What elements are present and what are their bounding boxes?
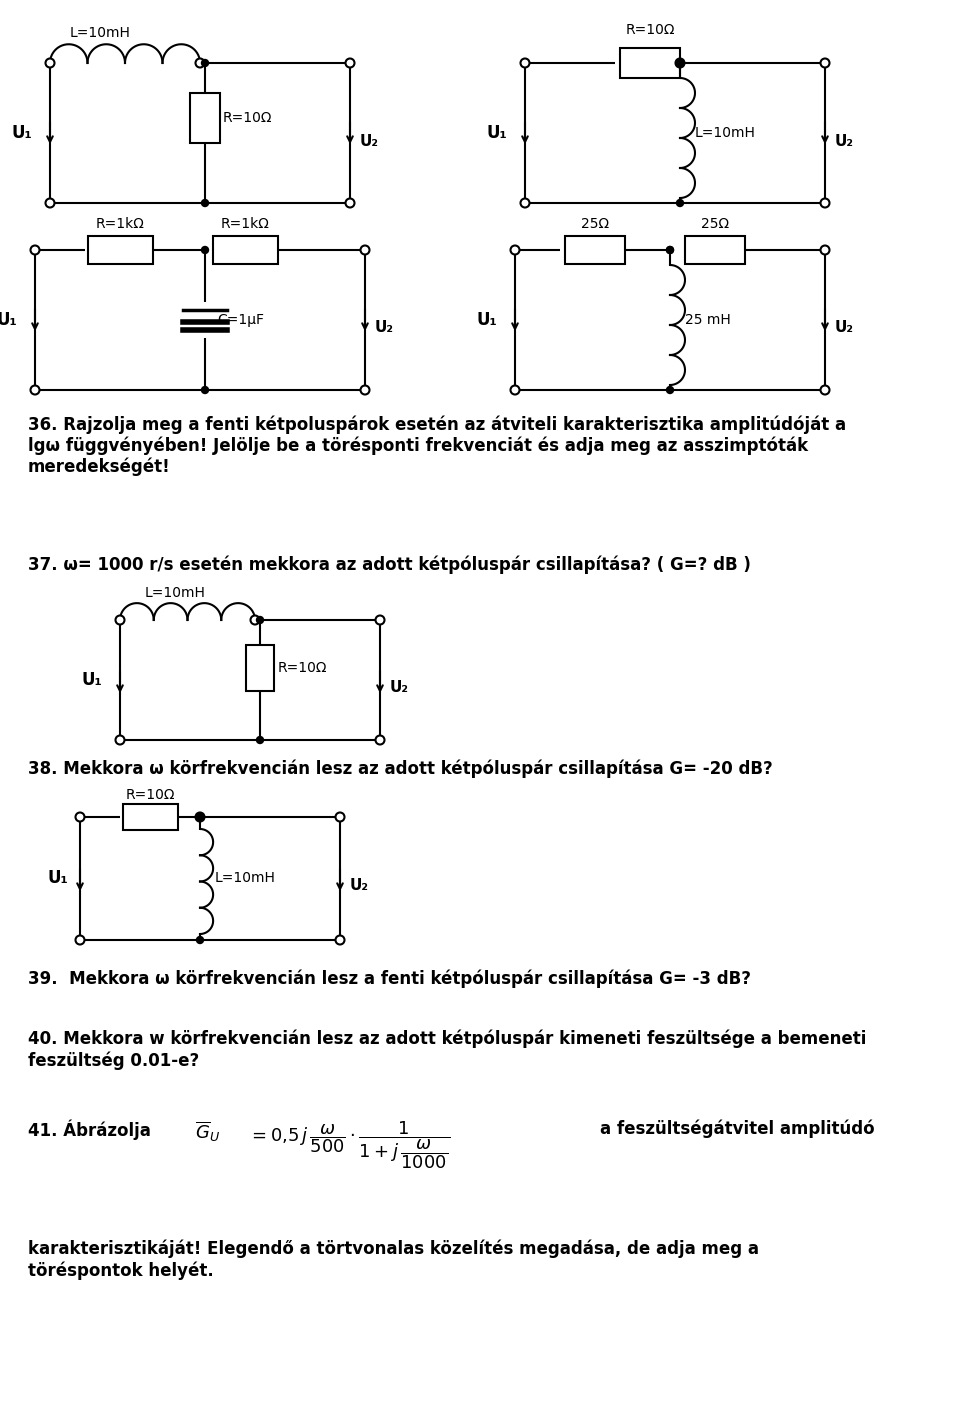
- Circle shape: [511, 386, 519, 394]
- Circle shape: [666, 247, 674, 254]
- Text: U₂: U₂: [835, 133, 854, 149]
- Circle shape: [197, 937, 204, 944]
- Bar: [190, 93, 220, 143]
- Circle shape: [115, 736, 125, 744]
- Circle shape: [31, 386, 39, 394]
- Text: L=10mH: L=10mH: [69, 27, 131, 41]
- Text: R=10Ω: R=10Ω: [278, 660, 327, 674]
- Circle shape: [511, 245, 519, 255]
- Text: 25 mH: 25 mH: [685, 313, 731, 327]
- Circle shape: [197, 813, 204, 820]
- Text: U₁: U₁: [47, 869, 68, 887]
- Text: U₁: U₁: [487, 123, 507, 142]
- Text: R=10Ω: R=10Ω: [125, 788, 175, 802]
- Circle shape: [821, 199, 829, 207]
- Circle shape: [375, 736, 385, 744]
- Circle shape: [335, 935, 345, 945]
- Circle shape: [361, 245, 370, 255]
- Circle shape: [676, 59, 684, 67]
- Bar: [246, 645, 274, 691]
- Text: U₁: U₁: [82, 672, 102, 688]
- Text: U₂: U₂: [835, 321, 854, 335]
- Circle shape: [520, 199, 530, 207]
- Text: 36. Rajzolja meg a fenti kétpoluspárok esetén az átviteli karakterisztika amplit: 36. Rajzolja meg a fenti kétpoluspárok e…: [28, 415, 846, 477]
- Text: L=10mH: L=10mH: [215, 871, 276, 885]
- Text: C=1μF: C=1μF: [217, 313, 264, 327]
- Bar: [565, 236, 625, 264]
- Circle shape: [45, 59, 55, 67]
- Circle shape: [202, 387, 208, 394]
- Circle shape: [677, 199, 684, 206]
- Text: L=10mH: L=10mH: [145, 586, 205, 600]
- Circle shape: [31, 245, 39, 255]
- Bar: [212, 236, 277, 264]
- Circle shape: [821, 245, 829, 255]
- Circle shape: [361, 386, 370, 394]
- Text: 25Ω: 25Ω: [701, 217, 729, 231]
- Text: R=1kΩ: R=1kΩ: [96, 217, 144, 231]
- Circle shape: [520, 59, 530, 67]
- Text: U₁: U₁: [0, 311, 17, 329]
- Circle shape: [76, 935, 84, 945]
- Text: R=10Ω: R=10Ω: [223, 111, 273, 125]
- Circle shape: [45, 199, 55, 207]
- Circle shape: [202, 247, 208, 254]
- Text: 25Ω: 25Ω: [581, 217, 609, 231]
- Text: 40. Mekkora w körfrekvencián lesz az adott kétpóluspár kimeneti feszültsége a be: 40. Mekkora w körfrekvencián lesz az ado…: [28, 1030, 866, 1070]
- Circle shape: [375, 615, 385, 624]
- Text: $\overline{G}_{U}$: $\overline{G}_{U}$: [195, 1120, 220, 1144]
- Circle shape: [196, 59, 204, 67]
- Circle shape: [335, 813, 345, 822]
- Circle shape: [202, 59, 208, 66]
- Circle shape: [821, 386, 829, 394]
- Text: karakterisztikáját! Elegendő a törtvonalas közelítés megadása, de adja meg a
tör: karakterisztikáját! Elegendő a törtvonal…: [28, 1239, 759, 1280]
- Text: $= 0{,}5\, j\,\dfrac{\omega}{500}\cdot\dfrac{1}{1+j\,\dfrac{\omega}{1000}}$: $= 0{,}5\, j\,\dfrac{\omega}{500}\cdot\d…: [248, 1120, 450, 1171]
- Circle shape: [677, 59, 684, 66]
- Text: U₂: U₂: [350, 879, 369, 893]
- Text: 37. ω= 1000 r/s esetén mekkora az adott kétpóluspár csillapítása? ( G=? dB ): 37. ω= 1000 r/s esetén mekkora az adott …: [28, 555, 751, 573]
- Text: U₂: U₂: [375, 321, 394, 335]
- Text: L=10mH: L=10mH: [695, 126, 756, 140]
- Circle shape: [196, 813, 204, 822]
- Circle shape: [821, 59, 829, 67]
- Text: R=1kΩ: R=1kΩ: [221, 217, 270, 231]
- Text: R=10Ω: R=10Ω: [625, 22, 675, 36]
- Circle shape: [256, 617, 263, 624]
- Circle shape: [251, 615, 259, 624]
- Circle shape: [666, 387, 674, 394]
- Circle shape: [346, 59, 354, 67]
- Bar: [123, 803, 178, 830]
- Bar: [620, 48, 680, 79]
- Bar: [87, 236, 153, 264]
- Text: U₁: U₁: [476, 311, 497, 329]
- Bar: [685, 236, 745, 264]
- Circle shape: [346, 199, 354, 207]
- Circle shape: [76, 813, 84, 822]
- Text: U₂: U₂: [390, 680, 409, 695]
- Text: U₁: U₁: [12, 123, 32, 142]
- Text: 38. Mekkora ω körfrekvencián lesz az adott kétpóluspár csillapítása G= -20 dB?: 38. Mekkora ω körfrekvencián lesz az ado…: [28, 760, 773, 778]
- Circle shape: [115, 615, 125, 624]
- Circle shape: [666, 247, 674, 254]
- Text: a feszültségátvitel amplitúdó: a feszültségátvitel amplitúdó: [600, 1120, 875, 1138]
- Circle shape: [202, 199, 208, 206]
- Text: 39.  Mekkora ω körfrekvencián lesz a fenti kétpóluspár csillapítása G= -3 dB?: 39. Mekkora ω körfrekvencián lesz a fent…: [28, 970, 751, 988]
- Text: U₂: U₂: [360, 133, 379, 149]
- Text: 41. Ábrázolja: 41. Ábrázolja: [28, 1120, 151, 1140]
- Circle shape: [256, 736, 263, 743]
